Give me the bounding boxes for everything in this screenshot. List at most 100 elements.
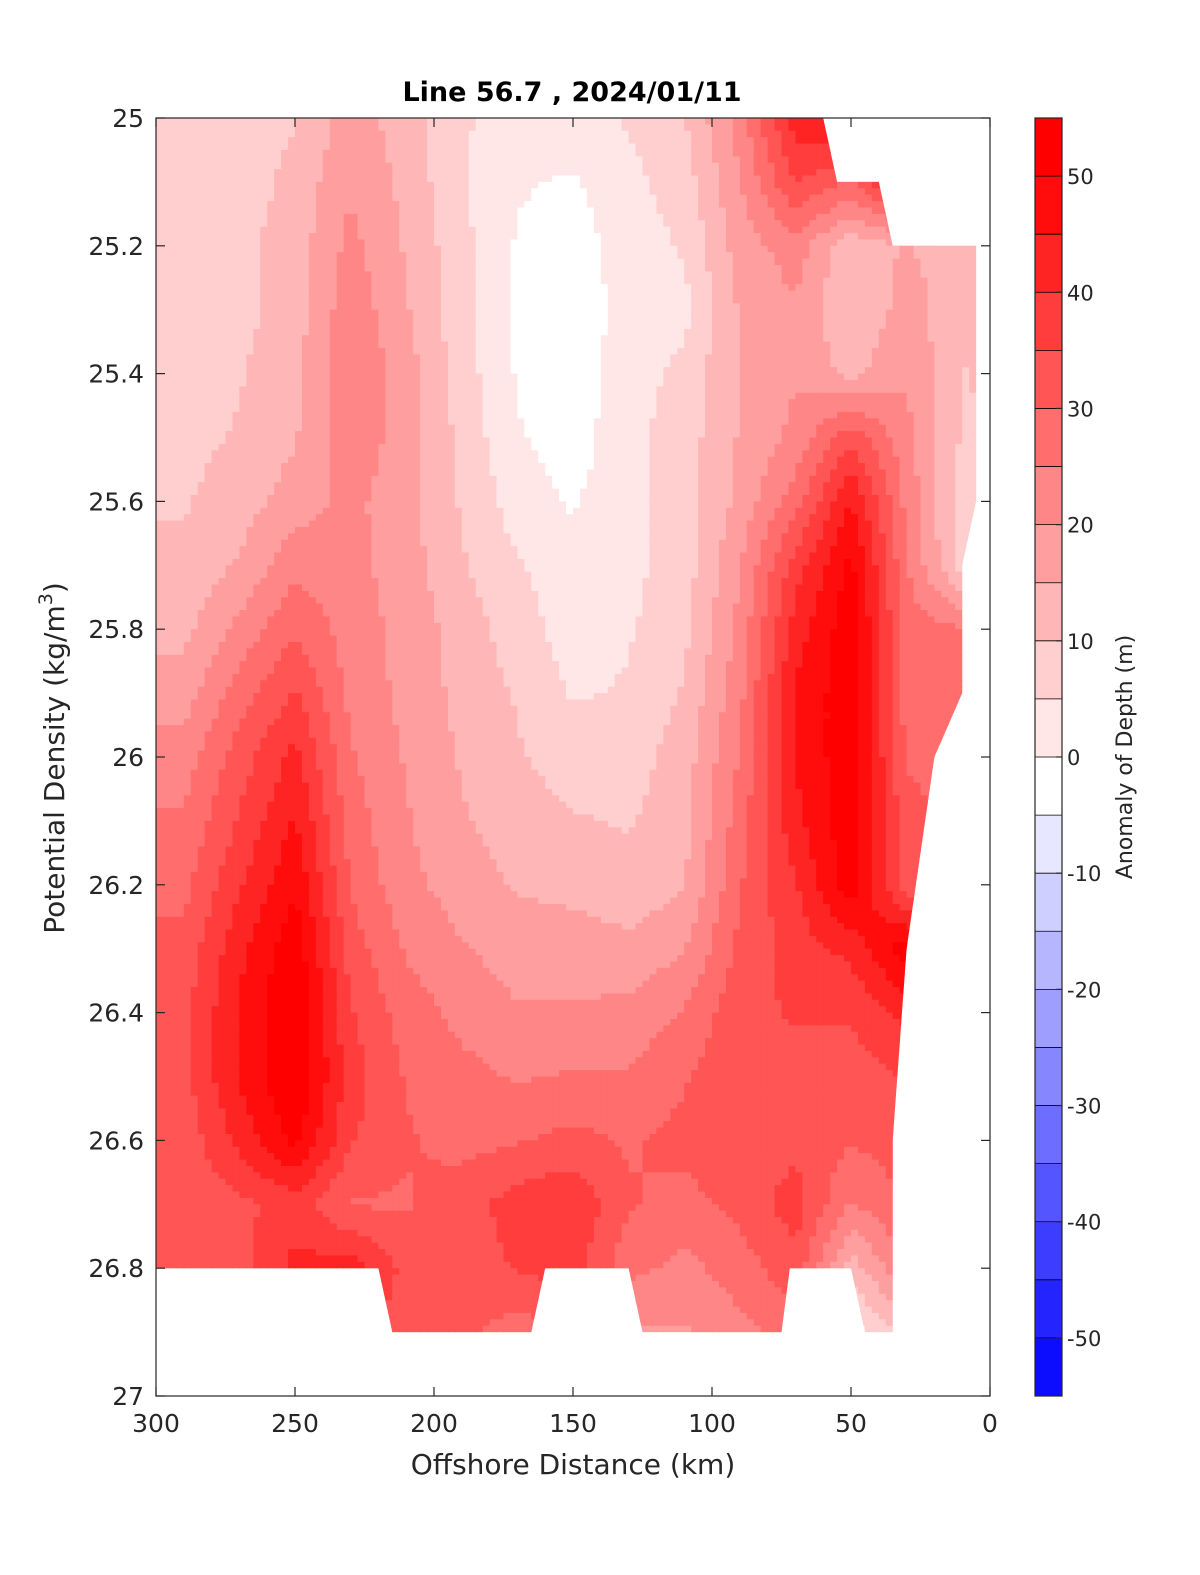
heatmap-cell xyxy=(462,169,470,176)
heatmap-cell xyxy=(733,233,741,240)
heatmap-cell xyxy=(823,131,831,138)
heatmap-cell xyxy=(427,259,435,266)
heatmap-cell xyxy=(538,380,546,387)
heatmap-cell xyxy=(788,214,796,221)
heatmap-cell xyxy=(212,163,220,170)
heatmap-cell xyxy=(802,144,810,151)
heatmap-cell xyxy=(608,131,616,138)
heatmap-cell xyxy=(309,259,317,266)
heatmap-cell xyxy=(378,156,386,163)
heatmap-cell xyxy=(246,329,254,336)
heatmap-cell xyxy=(900,246,908,253)
heatmap-cell xyxy=(517,310,525,317)
heatmap-cell xyxy=(705,239,713,246)
heatmap-cell xyxy=(733,322,741,329)
heatmap-cell xyxy=(698,303,706,310)
heatmap-cell xyxy=(524,271,532,278)
heatmap-cell xyxy=(469,291,477,298)
heatmap-cell xyxy=(955,246,963,253)
heatmap-cell xyxy=(517,342,525,349)
heatmap-cell xyxy=(434,246,442,253)
heatmap-cell xyxy=(351,354,359,361)
heatmap-cell xyxy=(761,137,769,144)
heatmap-cell xyxy=(809,367,817,374)
heatmap-cell xyxy=(775,195,783,202)
heatmap-cell xyxy=(566,329,574,336)
heatmap-cell xyxy=(490,233,498,240)
heatmap-cell xyxy=(469,176,477,183)
heatmap-cell xyxy=(517,239,525,246)
heatmap-cell xyxy=(427,131,435,138)
heatmap-cell xyxy=(837,176,845,183)
heatmap-cell xyxy=(469,188,477,195)
heatmap-cell xyxy=(761,150,769,157)
heatmap-cell xyxy=(712,220,720,227)
heatmap-cell xyxy=(170,214,178,221)
heatmap-cell xyxy=(872,297,880,304)
heatmap-cell xyxy=(608,188,616,195)
heatmap-cell xyxy=(267,316,275,323)
heatmap-cell xyxy=(538,374,546,381)
heatmap-cell xyxy=(941,316,949,323)
heatmap-cell xyxy=(733,214,741,221)
heatmap-cell xyxy=(246,118,254,125)
heatmap-cell xyxy=(330,361,338,368)
heatmap-cell xyxy=(490,303,498,310)
heatmap-cell xyxy=(163,220,171,227)
heatmap-cell xyxy=(448,163,456,170)
heatmap-cell xyxy=(788,265,796,272)
heatmap-cell xyxy=(316,380,324,387)
heatmap-cell xyxy=(886,329,894,336)
heatmap-cell xyxy=(837,169,845,176)
heatmap-cell xyxy=(219,214,227,221)
heatmap-cell xyxy=(559,144,567,151)
heatmap-cell xyxy=(886,176,894,183)
heatmap-cell xyxy=(969,169,977,176)
heatmap-cell xyxy=(441,367,449,374)
heatmap-cell xyxy=(580,124,588,131)
heatmap-cell xyxy=(274,246,282,253)
heatmap-cell xyxy=(170,354,178,361)
heatmap-cell xyxy=(559,316,567,323)
heatmap-cell xyxy=(802,137,810,144)
heatmap-cell xyxy=(323,233,331,240)
heatmap-cell xyxy=(955,156,963,163)
heatmap-cell xyxy=(455,239,463,246)
heatmap-cell xyxy=(371,246,379,253)
heatmap-cell xyxy=(219,150,227,157)
heatmap-cell xyxy=(497,137,505,144)
heatmap-cell xyxy=(399,137,407,144)
heatmap-cell xyxy=(483,342,491,349)
heatmap-cell xyxy=(177,150,185,157)
heatmap-cell xyxy=(775,367,783,374)
heatmap-cell xyxy=(837,297,845,304)
heatmap-cell xyxy=(239,291,247,298)
heatmap-cell xyxy=(455,278,463,285)
heatmap-cell xyxy=(378,195,386,202)
heatmap-cell xyxy=(580,348,588,355)
heatmap-cell xyxy=(427,335,435,342)
heatmap-cell xyxy=(886,137,894,144)
heatmap-cell xyxy=(205,297,213,304)
heatmap-cell xyxy=(184,214,192,221)
heatmap-cell xyxy=(823,367,831,374)
heatmap-cell xyxy=(900,131,908,138)
heatmap-cell xyxy=(670,195,678,202)
heatmap-cell xyxy=(872,233,880,240)
heatmap-cell xyxy=(809,176,817,183)
heatmap-cell xyxy=(288,137,296,144)
heatmap-cell xyxy=(844,246,852,253)
heatmap-cell xyxy=(608,220,616,227)
heatmap-cell xyxy=(754,246,762,253)
heatmap-cell xyxy=(830,195,838,202)
heatmap-cell xyxy=(281,278,289,285)
heatmap-cell xyxy=(232,163,240,170)
heatmap-cell xyxy=(573,124,581,131)
heatmap-cell xyxy=(670,227,678,234)
heatmap-cell xyxy=(462,367,470,374)
heatmap-cell xyxy=(365,271,373,278)
heatmap-cell xyxy=(239,265,247,272)
heatmap-cell xyxy=(705,182,713,189)
heatmap-cell xyxy=(754,227,762,234)
heatmap-cell xyxy=(955,233,963,240)
